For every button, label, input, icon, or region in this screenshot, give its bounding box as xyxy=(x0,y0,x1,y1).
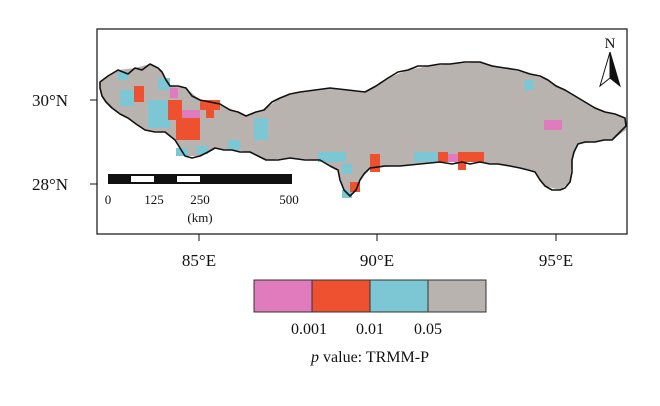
legend: 0.001 0.01 0.05 p value: TRMM-P xyxy=(253,279,487,366)
legend-title-rest: value: TRMM-P xyxy=(319,349,429,366)
north-arrow-icon: N xyxy=(599,36,621,88)
legend-threshold-005: 0.05 xyxy=(414,321,442,338)
scale-label-500: 500 xyxy=(279,192,299,207)
basin-fill xyxy=(100,62,626,196)
legend-swatch-red xyxy=(311,279,371,313)
lon-label-90e: 90°E xyxy=(360,251,394,270)
scale-label-125: 125 xyxy=(144,192,164,207)
basin-raster xyxy=(99,61,627,198)
legend-threshold-001: 0.01 xyxy=(356,321,384,338)
scale-label-250: 250 xyxy=(190,192,210,207)
significance-cells xyxy=(118,72,562,198)
lon-label-95e: 95°E xyxy=(539,251,573,270)
legend-swatch-pink xyxy=(253,279,313,313)
legend-title-p: p xyxy=(310,349,319,366)
lat-label-30n: 30°N xyxy=(32,91,68,110)
scale-label-0: 0 xyxy=(105,192,112,207)
legend-threshold-0001: 0.001 xyxy=(291,321,327,338)
legend-title: p value: TRMM-P xyxy=(310,349,429,366)
north-label: N xyxy=(605,36,616,52)
scale-unit: (km) xyxy=(187,210,212,225)
lat-label-28n: 28°N xyxy=(32,175,68,194)
legend-swatch-cyan xyxy=(369,279,429,313)
lon-label-85e: 85°E xyxy=(182,251,216,270)
legend-swatch-gray xyxy=(427,279,487,313)
basin-boundary xyxy=(99,61,627,197)
scale-bar: 0 125 250 500 (km) xyxy=(105,174,299,225)
